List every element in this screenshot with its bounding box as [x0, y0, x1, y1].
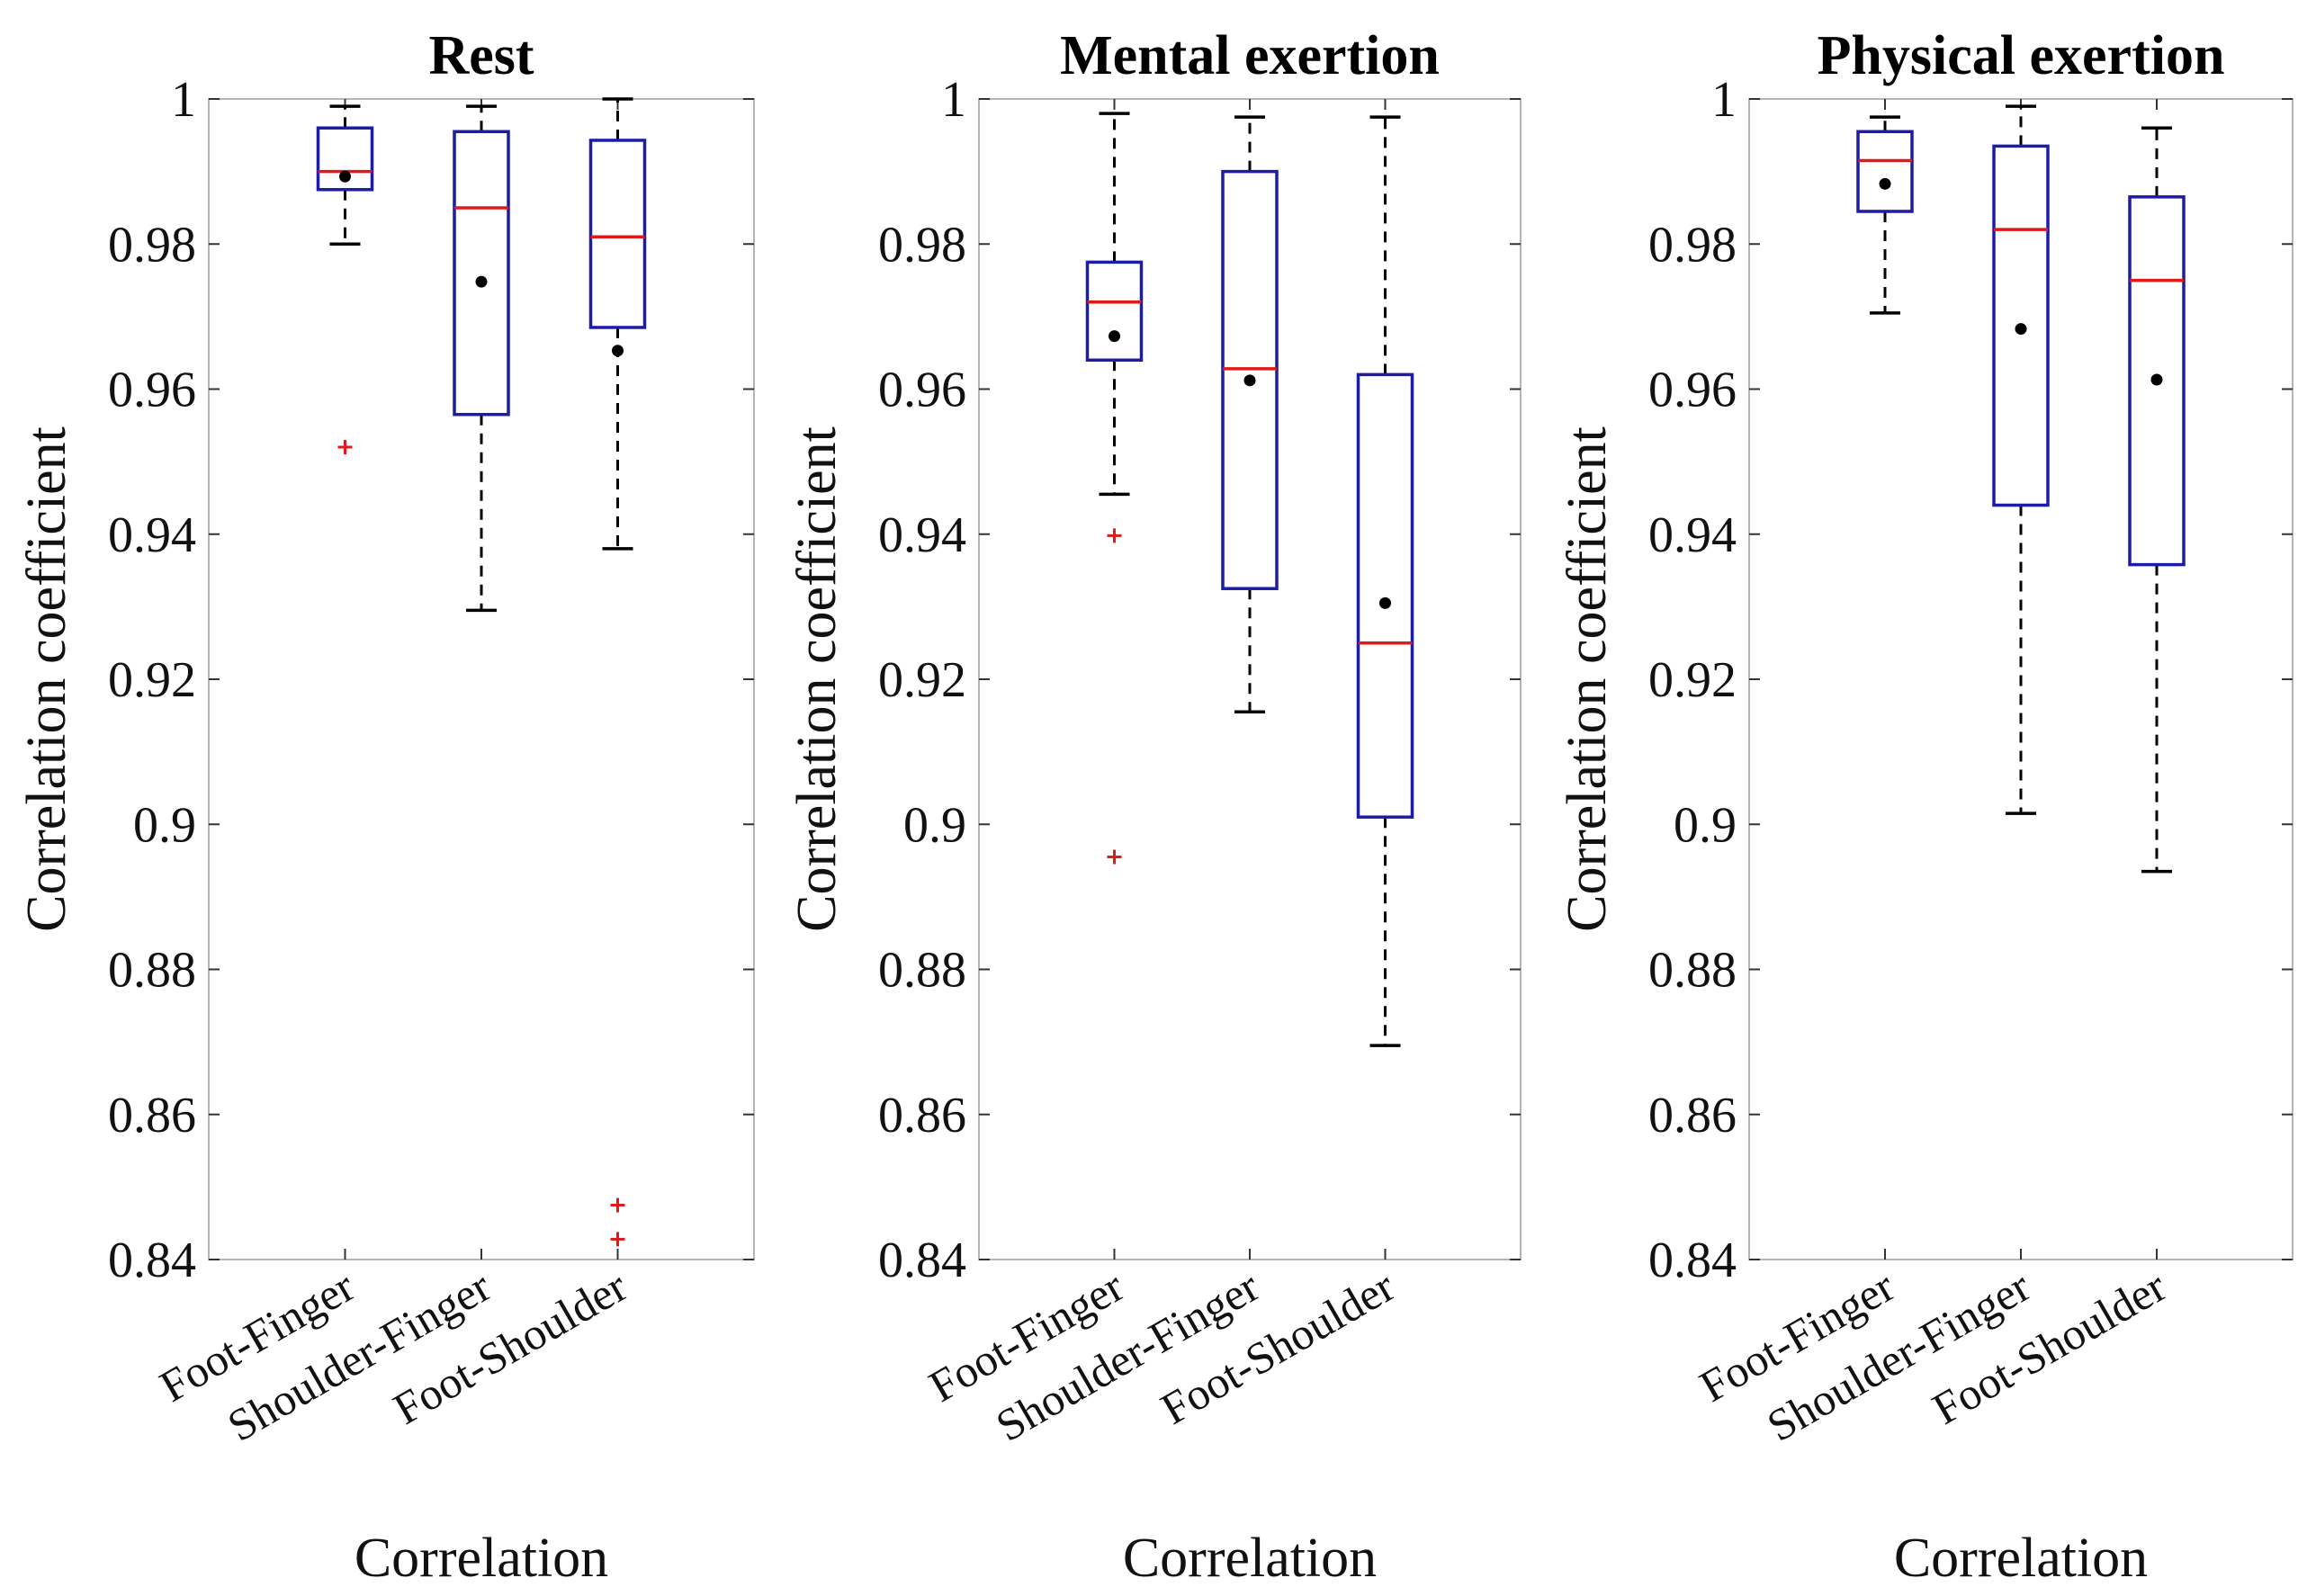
y-tick-label: 0.84: [108, 1233, 196, 1288]
y-tick-label: 0.9: [903, 797, 966, 853]
x-axis-label: Correlation: [1894, 1528, 2148, 1589]
iqr-box: [453, 130, 510, 417]
y-tick-label: 0.86: [1648, 1088, 1737, 1143]
y-tick-label: 0.98: [108, 217, 196, 273]
panel-mental-exertion: Mental exertion 0.84 0.86 0.88 0.9 0.92 0.94 0.…: [786, 25, 1522, 1589]
y-tick-label: 0.98: [878, 217, 966, 273]
y-tick-label: 0.88: [1648, 943, 1737, 999]
mean-marker: [475, 275, 488, 288]
outlier-marker: [337, 440, 353, 454]
box-foot-shoulder: [2128, 126, 2186, 874]
box-foot-finger: [1085, 112, 1144, 865]
box-shoulder-finger: [1992, 104, 2050, 815]
mean-marker: [1109, 330, 1120, 343]
iqr-box: [2128, 195, 2186, 567]
iqr-box: [1856, 130, 1914, 213]
y-tick-label: 1: [171, 72, 196, 128]
panel-physical-exertion: Physical exertion 0.84 0.86 0.88 0.9 0.92 0.94…: [1557, 25, 2294, 1589]
y-tick-label: 0.94: [1648, 507, 1737, 563]
y-axis-label: Correlation coefficient: [1557, 426, 1618, 932]
box-foot-finger: [1856, 115, 1914, 315]
panel-rest: Rest 0.84 0.86 0.88 0.9 0.92 0.94 0.96 0.98 1 Corr…: [16, 25, 755, 1589]
y-tick-label: 0.84: [878, 1233, 966, 1288]
iqr-box: [1356, 372, 1414, 819]
outlier-marker: [1107, 849, 1122, 865]
y-tick-label: 0.96: [108, 363, 196, 418]
y-tick-label: 0.94: [878, 507, 966, 563]
box-shoulder-finger: [1221, 115, 1279, 714]
y-tick-label: 0.9: [133, 797, 196, 853]
panel-title: Rest: [428, 25, 534, 86]
mean-marker: [1379, 596, 1391, 609]
y-tick-label: 0.86: [108, 1088, 196, 1143]
outlier-marker: [1107, 528, 1122, 543]
y-axis-label: Correlation coefficient: [16, 426, 77, 932]
mean-marker: [1879, 177, 1891, 190]
y-tick-label: 0.9: [1674, 797, 1737, 853]
y-tick-label: 0.88: [878, 943, 966, 999]
box-foot-finger: [316, 104, 374, 454]
mean-marker: [339, 170, 351, 183]
plot-frame: [208, 98, 755, 1260]
iqr-box: [316, 126, 374, 192]
box-foot-shoulder: [1356, 115, 1414, 1047]
mean-marker: [1243, 374, 1256, 387]
y-tick-label: 1: [1711, 72, 1737, 128]
y-tick-label: 0.98: [1648, 217, 1737, 273]
x-axis-label: Correlation: [1123, 1528, 1377, 1589]
y-tick-label: 0.88: [108, 943, 196, 999]
y-tick-label: 0.86: [878, 1088, 966, 1143]
y-axis-label: Correlation coefficient: [786, 426, 848, 932]
outlier-marker: [610, 1232, 625, 1247]
outlier-marker: [610, 1197, 625, 1213]
mean-marker: [612, 345, 624, 357]
box-foot-shoulder: [588, 97, 647, 1247]
mean-marker: [2015, 323, 2027, 336]
iqr-box: [588, 139, 647, 329]
iqr-box: [1221, 169, 1279, 590]
y-tick-label: 0.94: [108, 507, 196, 563]
y-tick-label: 0.92: [108, 652, 196, 708]
plot-frame: [978, 98, 1522, 1260]
panel-title: Mental exertion: [1060, 25, 1440, 86]
y-tick-label: 1: [941, 72, 966, 128]
y-tick-label: 0.96: [878, 363, 966, 418]
y-tick-label: 0.96: [1648, 363, 1737, 418]
iqr-box: [1992, 144, 2050, 507]
y-tick-label: 0.92: [1648, 652, 1737, 708]
y-tick-label: 0.84: [1648, 1233, 1737, 1288]
panel-title: Physical exertion: [1818, 25, 2225, 86]
y-tick-label: 0.92: [878, 652, 966, 708]
iqr-box: [1085, 260, 1144, 362]
x-axis-label: Correlation: [355, 1528, 608, 1589]
mean-marker: [2150, 373, 2163, 386]
box-shoulder-finger: [453, 104, 510, 613]
